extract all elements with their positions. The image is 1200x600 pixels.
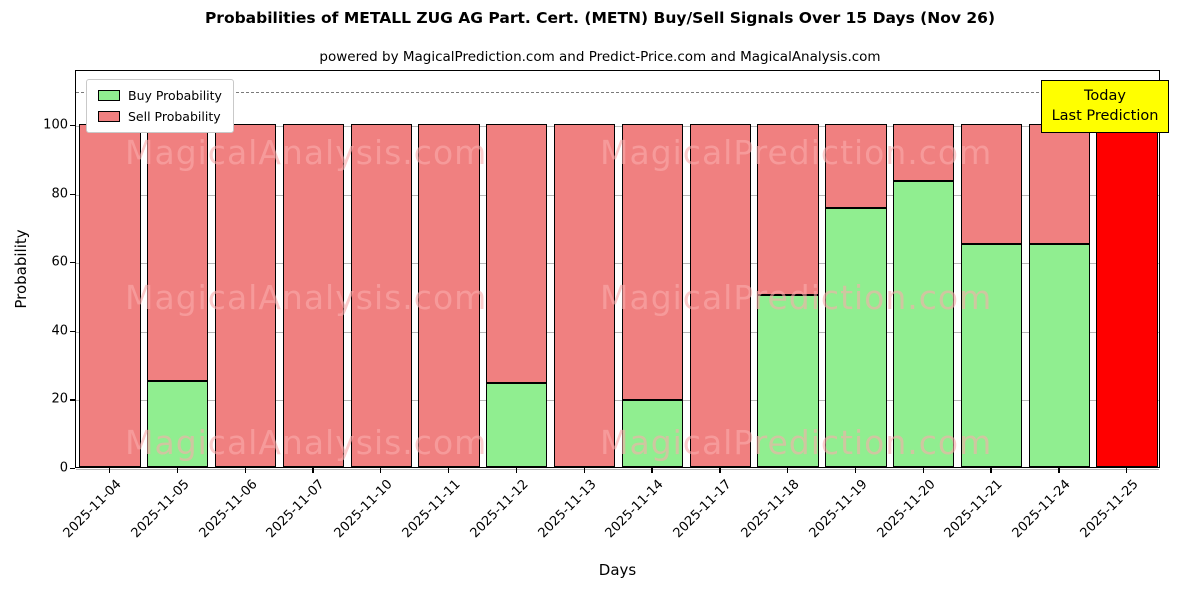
gridline-y100 — [76, 125, 1159, 127]
bar-sell-2025-11-07 — [282, 123, 344, 467]
today-annotation: Today Last Prediction — [1041, 80, 1169, 133]
bar-buy-2025-11-05 — [147, 381, 209, 467]
bar-buy-2025-11-14 — [621, 400, 684, 467]
y-axis-label: Probability — [12, 229, 30, 309]
x-tick-mark — [651, 468, 653, 473]
x-tick-label: 2025-11-13 — [535, 477, 600, 542]
x-tick-label: 2025-11-06 — [196, 477, 261, 542]
x-tick-label: 2025-11-21 — [942, 477, 1007, 542]
x-tick-mark — [990, 468, 992, 473]
today-annotation-line1: Today — [1084, 88, 1126, 104]
y-tick-label: 80 — [51, 186, 68, 202]
y-tick-mark — [70, 262, 75, 264]
bar-buy-2025-11-20 — [893, 180, 955, 467]
x-tick-label: 2025-11-20 — [874, 477, 939, 542]
y-tick-mark — [70, 330, 75, 333]
x-tick-mark — [380, 468, 382, 473]
bar-sell-2025-11-06 — [214, 123, 277, 467]
x-tick-label: 2025-11-14 — [602, 477, 668, 542]
y-tick-label: 100 — [43, 117, 68, 133]
x-tick-mark — [787, 468, 789, 473]
y-tick-mark — [70, 193, 75, 195]
bar-sell-2025-11-11 — [418, 123, 480, 467]
chart-subtitle: powered by MagicalPrediction.com and Pre… — [319, 49, 881, 65]
x-tick-label: 2025-11-18 — [738, 477, 803, 542]
x-tick-label: 2025-11-05 — [128, 477, 193, 542]
bar-sell-2025-11-13 — [553, 123, 616, 467]
buy-swatch — [98, 90, 120, 101]
x-tick-mark — [583, 468, 585, 473]
bar-buy-2025-11-21 — [960, 243, 1023, 467]
gridline-y60 — [76, 263, 1159, 265]
x-tick-label: 2025-11-10 — [331, 477, 396, 542]
x-tick-mark — [176, 468, 179, 473]
bar-sell-2025-11-19 — [825, 123, 887, 208]
x-tick-label: 2025-11-17 — [670, 477, 735, 542]
y-tick-label: 0 — [59, 460, 68, 476]
today-annotation-line2: Last Prediction — [1051, 108, 1159, 125]
legend-item-sell: Sell Probability — [98, 109, 222, 124]
x-tick-label: 2025-11-12 — [467, 477, 532, 542]
x-tick-mark — [244, 468, 246, 473]
bar-sell-2025-11-14 — [621, 123, 684, 401]
chart-title: Probabilities of METALL ZUG AG Part. Cer… — [204, 9, 996, 27]
x-tick-label: 2025-11-07 — [263, 477, 328, 542]
x-tick-label: 2025-11-24 — [1009, 477, 1074, 542]
x-tick-mark — [515, 468, 518, 473]
bar-buy-2025-11-18 — [757, 295, 819, 467]
legend-item-buy: Buy Probability — [98, 88, 222, 103]
bar-buy-2025-11-24 — [1028, 243, 1090, 467]
legend-sell-label: Sell Probability — [128, 109, 221, 124]
bar-sell-2025-11-20 — [893, 123, 955, 181]
x-tick-label: 2025-11-19 — [806, 477, 871, 542]
bar-sell-2025-11-18 — [757, 123, 819, 296]
y-tick-mark — [70, 399, 75, 401]
bar-sell-2025-11-21 — [960, 123, 1023, 244]
gridline-y0 — [76, 469, 1159, 470]
x-tick-label: 2025-11-25 — [1077, 477, 1142, 542]
x-tick-mark — [312, 468, 314, 473]
x-tick-mark — [922, 468, 924, 473]
gridline-y80 — [76, 194, 1159, 196]
legend: Buy Probability Sell Probability — [86, 79, 234, 133]
x-tick-mark — [854, 468, 857, 473]
x-tick-mark — [719, 468, 721, 473]
bar-sell-2025-11-17 — [689, 123, 751, 467]
x-tick-mark — [1058, 468, 1060, 473]
x-tick-mark — [1126, 468, 1128, 473]
gridline-y40 — [76, 331, 1159, 333]
y-tick-mark — [70, 124, 75, 127]
bar-sell-2025-11-12 — [486, 123, 548, 383]
x-tick-mark — [447, 468, 450, 473]
y-tick-label: 60 — [51, 254, 68, 270]
bar-sell-2025-11-10 — [350, 123, 412, 467]
sell-swatch — [98, 111, 120, 122]
y-tick-label: 20 — [51, 391, 68, 407]
bar-buy-2025-11-12 — [486, 382, 548, 467]
x-tick-label: 2025-11-11 — [399, 477, 464, 542]
plot-area: Buy Probability Sell Probability — [75, 70, 1160, 470]
y-tick-mark — [70, 468, 75, 470]
x-axis-label: Days — [598, 561, 637, 579]
bar-sell-2025-11-24 — [1028, 123, 1090, 244]
gridline-y20 — [76, 400, 1159, 402]
x-tick-mark — [108, 468, 111, 473]
legend-buy-label: Buy Probability — [128, 88, 222, 103]
x-tick-label: 2025-11-04 — [60, 477, 125, 542]
bar-sell-2025-11-05 — [147, 123, 209, 382]
bar-today-2025-11-25 — [1096, 123, 1158, 467]
bar-sell-2025-11-04 — [79, 123, 141, 467]
dashed-threshold-line — [76, 91, 1159, 93]
bar-buy-2025-11-19 — [825, 207, 887, 467]
y-tick-label: 40 — [51, 323, 68, 339]
